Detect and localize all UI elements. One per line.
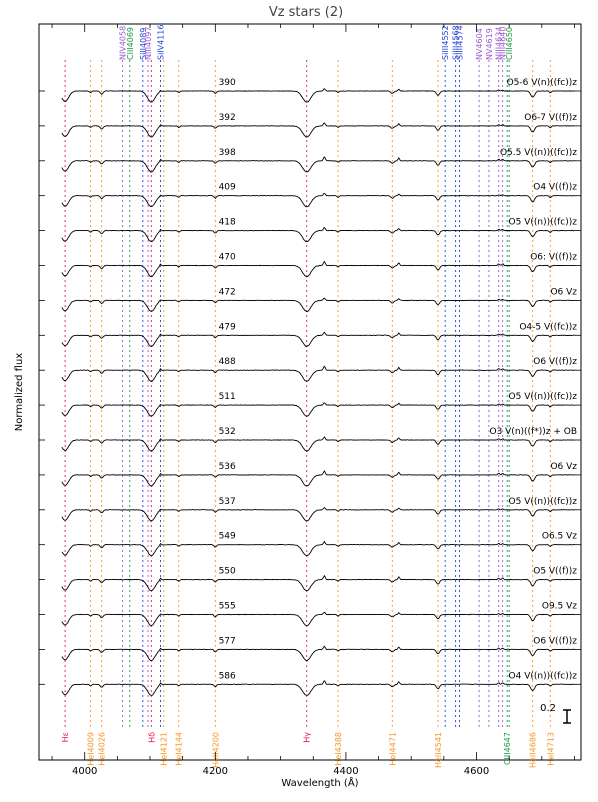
- star-id-label: 418: [219, 218, 236, 228]
- star-id-label: 586: [219, 671, 236, 681]
- star-id-label: 532: [219, 427, 236, 437]
- star-id-label: 577: [219, 636, 236, 646]
- bottom-line-label: Hγ: [303, 732, 312, 743]
- bottom-line-label: Hε: [61, 732, 70, 742]
- star-id-label: 479: [219, 322, 236, 332]
- spectra-group: 390 O5-6 V(n)((fc))z 392 O6-7 V((f))z 398 O5.…: [39, 78, 581, 697]
- x-tick-label: 4600: [464, 766, 489, 777]
- x-tick-label: 4200: [203, 766, 228, 777]
- spectrum-line: [61, 365, 576, 382]
- star-id-label: 536: [219, 462, 236, 472]
- bottom-line-label: HeII4686: [529, 732, 538, 768]
- top-line-label: SiIII4568: [452, 25, 461, 60]
- spectral-type-label: O5 V((n))((fc))z: [509, 218, 578, 228]
- spectral-type-label: O4-5 V((fc))z: [519, 322, 577, 332]
- chart-title: Vz stars (2): [269, 5, 343, 20]
- bottom-line-label: HeII4541: [434, 732, 443, 768]
- top-line-label: SiIII4552: [441, 25, 450, 60]
- spectral-type-label: O6 Vz: [550, 287, 577, 297]
- spectral-type-label: O9.5 Vz: [542, 602, 577, 612]
- top-line-label: CIII4069: [126, 27, 135, 60]
- spectrum-line: [61, 402, 576, 417]
- star-id-label: 390: [219, 78, 236, 88]
- spectrum-line: [61, 507, 576, 522]
- x-tick-label: 4400: [333, 766, 358, 777]
- spectrum-line: [61, 680, 576, 697]
- star-id-label: 409: [219, 183, 236, 193]
- top-line-label: SiIII4574: [456, 25, 465, 60]
- axis-ticks: 4000 4200 4400 4600: [51, 24, 575, 777]
- star-id-label: 398: [219, 148, 236, 158]
- spectral-type-label: O4 V((f))z: [533, 183, 577, 193]
- top-line-label: NIV4058: [119, 26, 128, 60]
- star-id-label: 392: [219, 113, 236, 123]
- bottom-line-label: HeI4026: [98, 732, 107, 766]
- spectrum-line: [61, 260, 576, 278]
- spectrum-line: [61, 226, 576, 243]
- star-id-label: 511: [219, 392, 236, 402]
- spectral-type-label: O6 V((f))z: [533, 636, 577, 646]
- spectral-type-label: O6.5 Vz: [542, 532, 577, 542]
- top-line-label: NV4604: [475, 28, 484, 60]
- y-axis-label: Normalized flux: [14, 353, 25, 432]
- spectrum-line: [61, 470, 576, 487]
- star-id-label: 488: [219, 357, 236, 367]
- spectral-type-label: O5 V((f))z: [533, 567, 577, 577]
- top-line-label: SiII4089: [139, 28, 148, 60]
- star-id-label: 537: [219, 497, 236, 507]
- star-id-label: 549: [219, 532, 236, 542]
- spectrum-line: [61, 88, 576, 103]
- spectral-type-label: O3 V(n)((f*))z + OB: [489, 427, 577, 437]
- spectral-type-label: O6 V((f))z: [533, 357, 577, 367]
- spectral-type-label: O6 Vz: [550, 462, 577, 472]
- bottom-line-label: HeI4121: [160, 732, 169, 766]
- top-line-label: NV4619: [485, 28, 494, 60]
- star-id-label: 550: [219, 567, 236, 577]
- spectral-type-label: O4 V((n))((fc))z: [509, 671, 578, 681]
- top-line-label: NIII4634: [495, 27, 504, 60]
- spectrum-line: [61, 331, 576, 347]
- spectrum-line: [61, 574, 576, 592]
- x-axis-label: Wavelength (Å): [281, 776, 358, 789]
- spectrum-line: [61, 611, 576, 627]
- spectrum-line: [61, 297, 576, 313]
- top-line-label: CIII4650: [505, 27, 514, 60]
- spectrum-line: [61, 193, 576, 208]
- bottom-line-label: HeII4200: [211, 732, 220, 768]
- spectral-type-label: O6-7 V((f))z: [524, 113, 577, 123]
- plot-frame: [38, 23, 582, 761]
- scale-bar: 0.2: [540, 703, 571, 724]
- star-id-label: 472: [219, 287, 236, 297]
- spectral-type-label: O5-6 V(n)((fc))z: [507, 78, 578, 88]
- spectral-type-label: O5 V((n))((fc))z: [509, 497, 578, 507]
- x-tick-label: 4000: [72, 766, 97, 777]
- line-markers: [64, 60, 551, 728]
- spectral-type-label: O6: V((f))z: [530, 253, 577, 263]
- top-line-label: SiIV4116: [156, 25, 165, 61]
- bottom-line-label: HeI4009: [87, 732, 96, 766]
- bottom-line-label: CIII4647: [503, 732, 512, 765]
- bottom-line-label: HeI4471: [388, 732, 397, 766]
- bottom-line-label: HeI4144: [175, 732, 184, 766]
- spectrum-line: [61, 156, 576, 173]
- scale-bar-label: 0.2: [540, 703, 556, 714]
- spectral-type-label: O5.5 V((n))((fc))z: [500, 148, 577, 158]
- bottom-line-label: HeI4388: [334, 732, 343, 766]
- spectrum-line: [61, 645, 576, 661]
- bottom-line-labels: Hε HeI4009 HeI4026 Hδ HeI4121 HeI4144 HeII4200…: [61, 732, 555, 768]
- bottom-line-label: HeI4713: [546, 732, 555, 766]
- spectrum-line: [61, 540, 576, 557]
- star-id-label: 555: [219, 602, 236, 612]
- top-line-label: NIII4640: [499, 27, 508, 60]
- spectrum-line: [61, 436, 576, 452]
- spectral-type-label: O5 V((n))((fc))z: [509, 392, 578, 402]
- star-id-label: 470: [219, 253, 236, 263]
- top-line-label: NIII4097: [144, 27, 153, 60]
- spectrum-line: [61, 122, 576, 138]
- bottom-line-label: Hδ: [147, 732, 156, 743]
